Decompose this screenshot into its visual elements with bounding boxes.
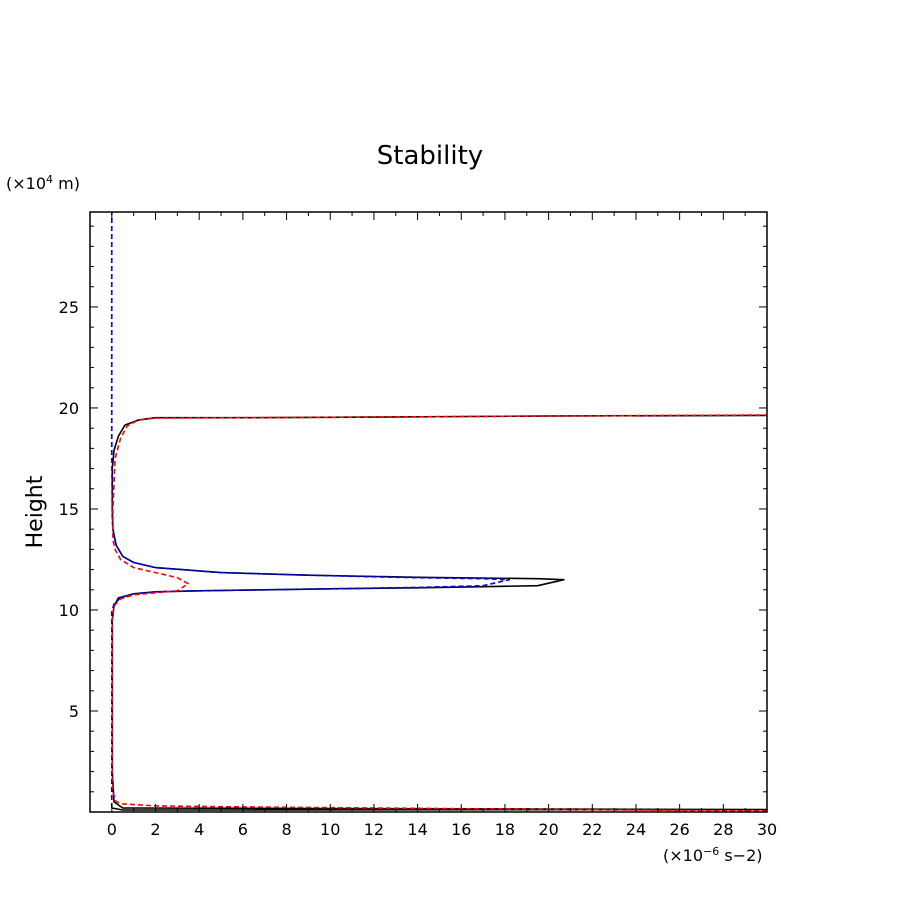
y-tick-label: 15 <box>59 500 79 519</box>
x-tick-label: 2 <box>150 820 160 839</box>
x-unit-base: (×10 <box>663 846 703 865</box>
x-unit-label: (×10−6 s−2) <box>663 845 762 865</box>
x-unit-rest: s−2) <box>719 846 762 865</box>
x-tick-label: 30 <box>757 820 777 839</box>
series-line-3 <box>111 414 767 812</box>
x-tick-label: 6 <box>238 820 248 839</box>
series-layer <box>111 212 767 812</box>
series-line-2 <box>111 212 511 808</box>
y-tick-label: 10 <box>59 601 79 620</box>
x-tick-label: 14 <box>407 820 427 839</box>
y-axis-label: Height <box>23 475 48 548</box>
x-tick-label: 0 <box>107 820 117 839</box>
x-unit-exponent: −6 <box>703 845 719 858</box>
x-tick-label: 28 <box>713 820 733 839</box>
x-tick-label: 26 <box>669 820 689 839</box>
x-tick-label: 4 <box>194 820 204 839</box>
y-tick-label: 5 <box>69 702 79 721</box>
series-line-1 <box>111 414 767 811</box>
x-tick-label: 24 <box>626 820 646 839</box>
x-tick-label: 10 <box>320 820 340 839</box>
y-unit-exponent: 4 <box>46 173 53 186</box>
x-tick-label: 8 <box>281 820 291 839</box>
plot-frame <box>89 211 768 813</box>
y-unit-rest: m) <box>53 174 80 193</box>
y-unit-label: (×104 m) <box>6 173 80 193</box>
y-tick-label: 20 <box>59 399 79 418</box>
y-unit-base: (×10 <box>6 174 46 193</box>
x-tick-label: 22 <box>582 820 602 839</box>
x-tick-label: 20 <box>538 820 558 839</box>
x-tick-label: 18 <box>495 820 515 839</box>
x-tick-label: 12 <box>364 820 384 839</box>
chart-title: Stability <box>377 141 483 171</box>
x-tick-label: 16 <box>451 820 471 839</box>
y-tick-label: 25 <box>59 298 79 317</box>
